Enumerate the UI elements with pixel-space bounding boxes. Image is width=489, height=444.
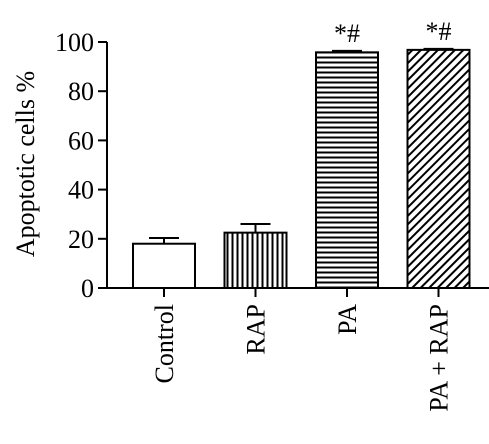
y-tick-label: 20 — [68, 225, 94, 254]
y-axis-ticks: 0 20 40 60 80 100 — [55, 28, 107, 303]
x-tick-label: PA — [333, 304, 362, 335]
x-tick-label: PA + RAP — [425, 304, 454, 412]
y-tick-label: 100 — [55, 28, 94, 57]
bar-pa — [315, 51, 379, 289]
bar-rap — [223, 231, 288, 289]
x-tick-label: RAP — [242, 304, 271, 355]
bars: *# *# — [132, 17, 471, 290]
y-tick-label: 0 — [81, 274, 94, 303]
y-tick-label: 80 — [68, 77, 94, 106]
bar-pa-rap — [406, 48, 471, 290]
bar-control — [132, 242, 196, 289]
y-tick-label: 40 — [68, 176, 94, 205]
y-tick-label: 60 — [68, 126, 94, 155]
significance-annotation: *# — [426, 17, 452, 46]
x-axis-ticks: Control RAP PA PA + RAP — [150, 288, 454, 412]
x-tick-label: Control — [150, 304, 179, 383]
y-axis-label: Apoptotic cells % — [11, 71, 40, 257]
significance-annotation: *# — [334, 19, 360, 48]
